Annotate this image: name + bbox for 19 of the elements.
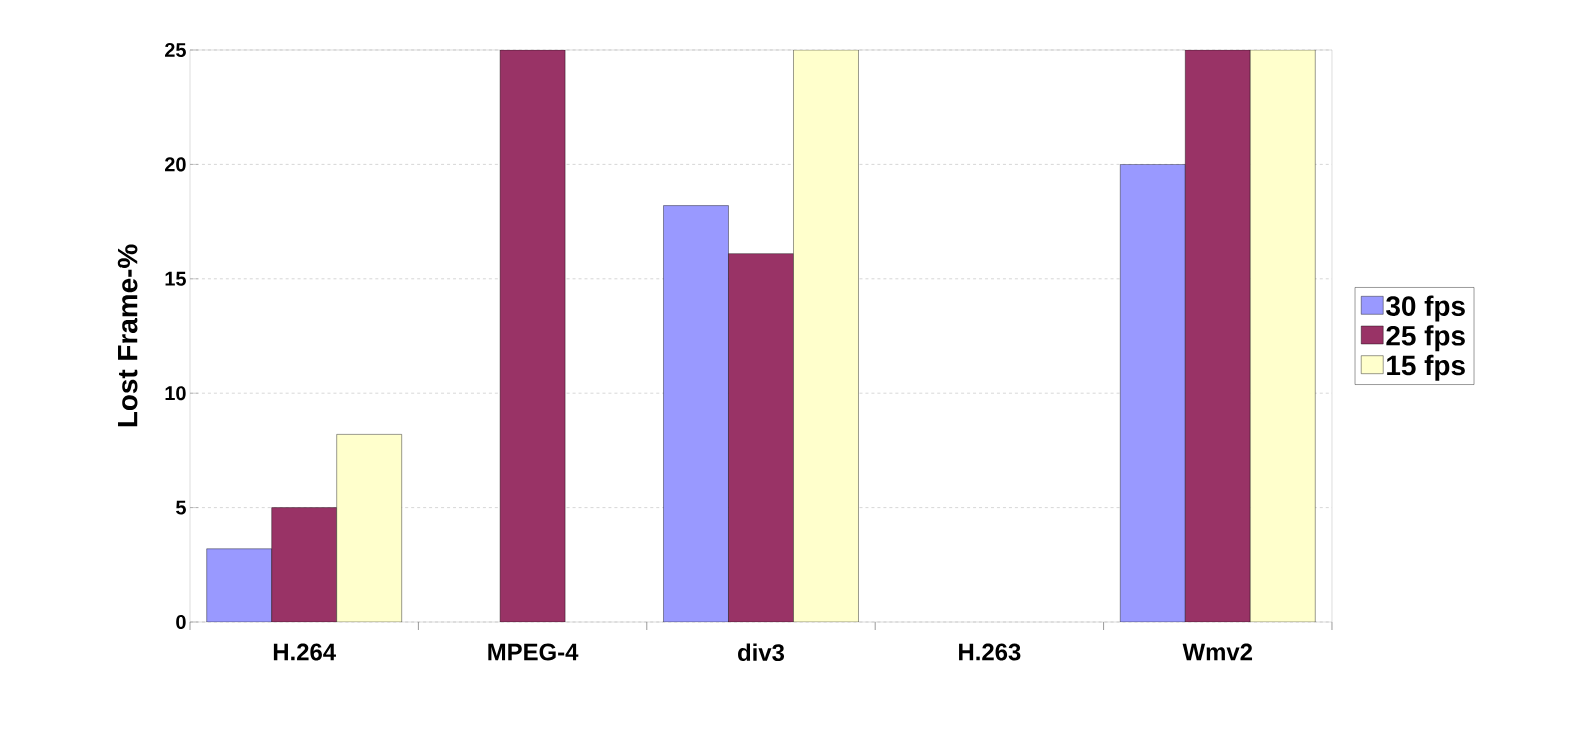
bar — [1120, 164, 1186, 622]
y-tick-label: 5 — [176, 500, 186, 515]
y-tick-label: 10 — [165, 386, 186, 401]
y-tick-label: 15 — [165, 271, 186, 286]
y-tick-label: 20 — [165, 157, 186, 172]
legend-label: 25 fps — [1386, 325, 1465, 352]
x-tick-label: H.263 — [959, 643, 1021, 661]
x-tick-label: H.264 — [273, 643, 336, 661]
y-axis-title: Lost Frame-% — [117, 244, 138, 427]
x-tick-label: MPEG-4 — [488, 643, 579, 661]
legend-label: 30 fps — [1386, 295, 1465, 322]
bar — [206, 548, 272, 622]
y-tick-label: 0 — [176, 614, 186, 630]
y-tick-label: 25 — [165, 42, 186, 58]
bar — [499, 50, 566, 622]
x-tick-label: div3 — [738, 643, 785, 662]
x-tick-label: Wmv2 — [1182, 643, 1253, 661]
legend-label: 15 fps — [1387, 354, 1465, 381]
bar — [663, 205, 729, 622]
